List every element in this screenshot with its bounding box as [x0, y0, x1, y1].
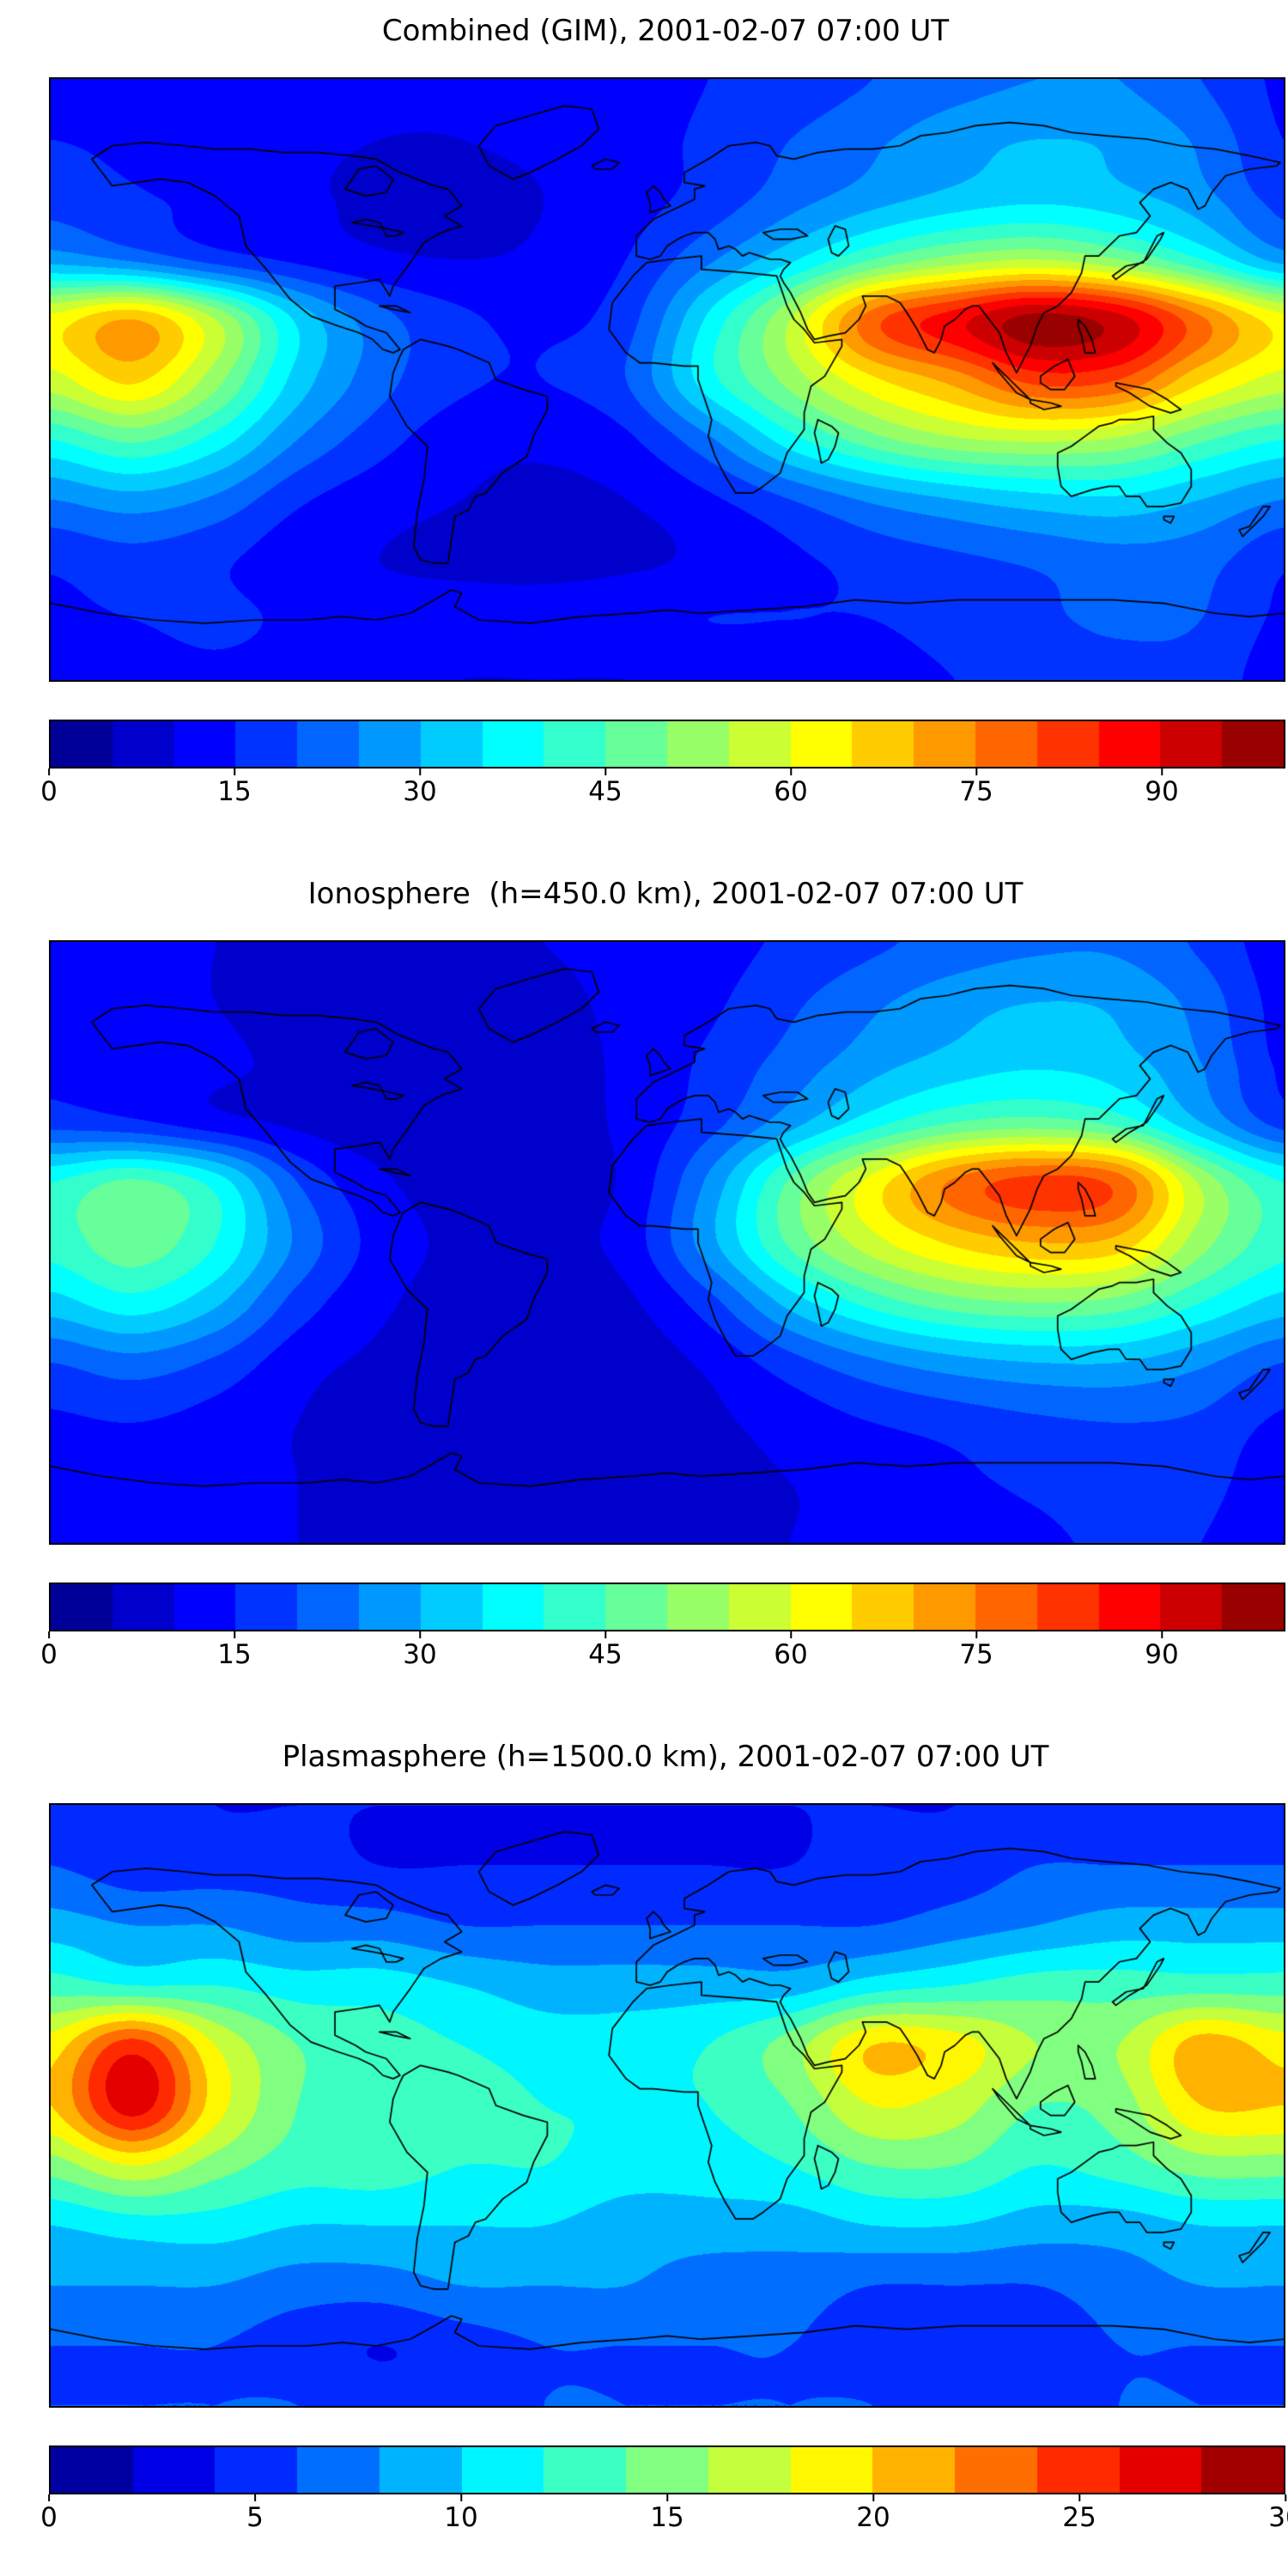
colorbar-ticks-0: 0 15 30 45 60 75 90 — [40, 769, 1285, 813]
colorbar-ticks-1: 0 15 30 45 60 75 90 — [40, 1631, 1285, 1676]
colorbar-tick-label: 25 — [1062, 2502, 1097, 2533]
colorbar-tick-label: 15 — [217, 776, 252, 807]
colorbar-tick-label: 5 — [246, 2502, 264, 2533]
panel-plasmasphere: Plasmasphere (h=1500.0 km), 2001-02-07 0… — [0, 1676, 1288, 2539]
panel-combined: Combined (GIM), 2001-02-07 07:00 UT 0 15 3… — [0, 0, 1288, 813]
colorbar-canvas-1 — [49, 1583, 1285, 1631]
panel-title-combined: Combined (GIM), 2001-02-07 07:00 UT — [381, 14, 950, 48]
colorbar-tick-label: 10 — [444, 2502, 478, 2533]
colorbar-tick-label: 30 — [403, 1639, 437, 1670]
map-canvas-1 — [49, 940, 1285, 1545]
colorbar-tick-label: 20 — [856, 2502, 890, 2533]
colorbar-tick-label: 75 — [959, 1639, 993, 1670]
map-canvas-2 — [49, 1803, 1285, 2408]
colorbar-tick-label: 90 — [1145, 776, 1179, 807]
colorbar-canvas-0 — [49, 720, 1285, 769]
colorbar-tick-label: 60 — [774, 776, 808, 807]
panel-title-ionosphere: Ionosphere (h=450.0 km), 2001-02-07 07:0… — [307, 877, 1024, 911]
colorbar-tick-label: 0 — [40, 776, 58, 807]
colorbar-tick-label: 75 — [959, 776, 993, 807]
colorbar-ticks-2: 0 5 10 15 20 25 30 — [40, 2494, 1288, 2539]
colorbar-tick-label: 30 — [1268, 2503, 1288, 2532]
colorbar-tick-label: 15 — [217, 1639, 252, 1670]
colorbar-tick-label: 0 — [40, 2502, 58, 2533]
colorbar-tick-label: 15 — [650, 2502, 684, 2533]
panel-title-plasmasphere: Plasmasphere (h=1500.0 km), 2001-02-07 0… — [282, 1740, 1049, 1774]
colorbar-tick-label: 45 — [588, 1639, 623, 1670]
colorbar-tick-label: 90 — [1145, 1639, 1179, 1670]
map-canvas-0 — [49, 77, 1285, 682]
colorbar-tick-label: 60 — [774, 1639, 808, 1670]
colorbar-tick-label: 0 — [40, 1639, 58, 1670]
colorbar-tick-label: 45 — [588, 776, 623, 807]
colorbar-tick-label: 30 — [403, 776, 437, 807]
colorbar-canvas-2 — [49, 2445, 1285, 2494]
panel-ionosphere: Ionosphere (h=450.0 km), 2001-02-07 07:0… — [0, 813, 1288, 1676]
